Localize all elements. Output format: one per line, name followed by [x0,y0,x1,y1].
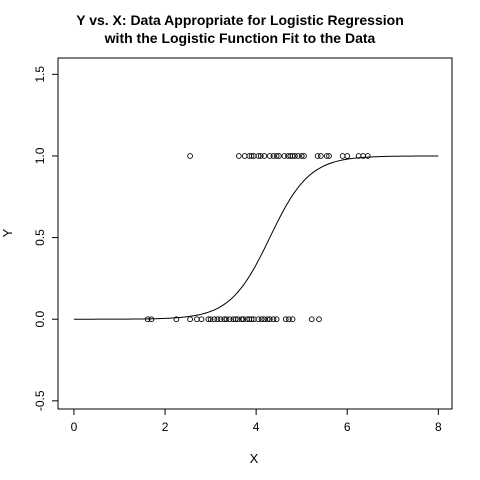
y-tick-label: 0.5 [33,229,47,246]
data-point-y1 [242,154,247,159]
x-tick-label: 0 [71,420,78,434]
y-tick-label: 1.5 [33,66,47,83]
y-tick-label: 0.0 [33,311,47,328]
y-axis: -0.5 0.0 0.5 1.0 1.5 [33,66,58,412]
data-point-y0 [199,317,204,322]
data-point-y1 [365,154,370,159]
data-points [145,154,370,322]
plot-frame [58,58,452,409]
data-point-y0 [317,317,322,322]
logistic-fit-curve [74,156,438,319]
y-tick-label: 1.0 [33,147,47,164]
data-point-y1 [188,154,193,159]
data-point-y1 [340,154,345,159]
y-tick-label: -0.5 [33,390,47,411]
data-point-y0 [309,317,314,322]
data-point-y1 [236,154,241,159]
x-tick-label: 4 [253,420,260,434]
data-point-y1 [318,154,323,159]
data-point-y0 [195,317,200,322]
x-tick-label: 2 [162,420,169,434]
x-tick-label: 8 [435,420,442,434]
x-tick-label: 6 [344,420,351,434]
data-point-y0 [274,317,279,322]
x-axis: 0 2 4 6 8 [71,409,442,434]
y-axis-label: Y [0,228,15,237]
data-point-y1 [345,154,350,159]
data-point-y0 [188,317,193,322]
x-axis-label: X [250,451,259,466]
